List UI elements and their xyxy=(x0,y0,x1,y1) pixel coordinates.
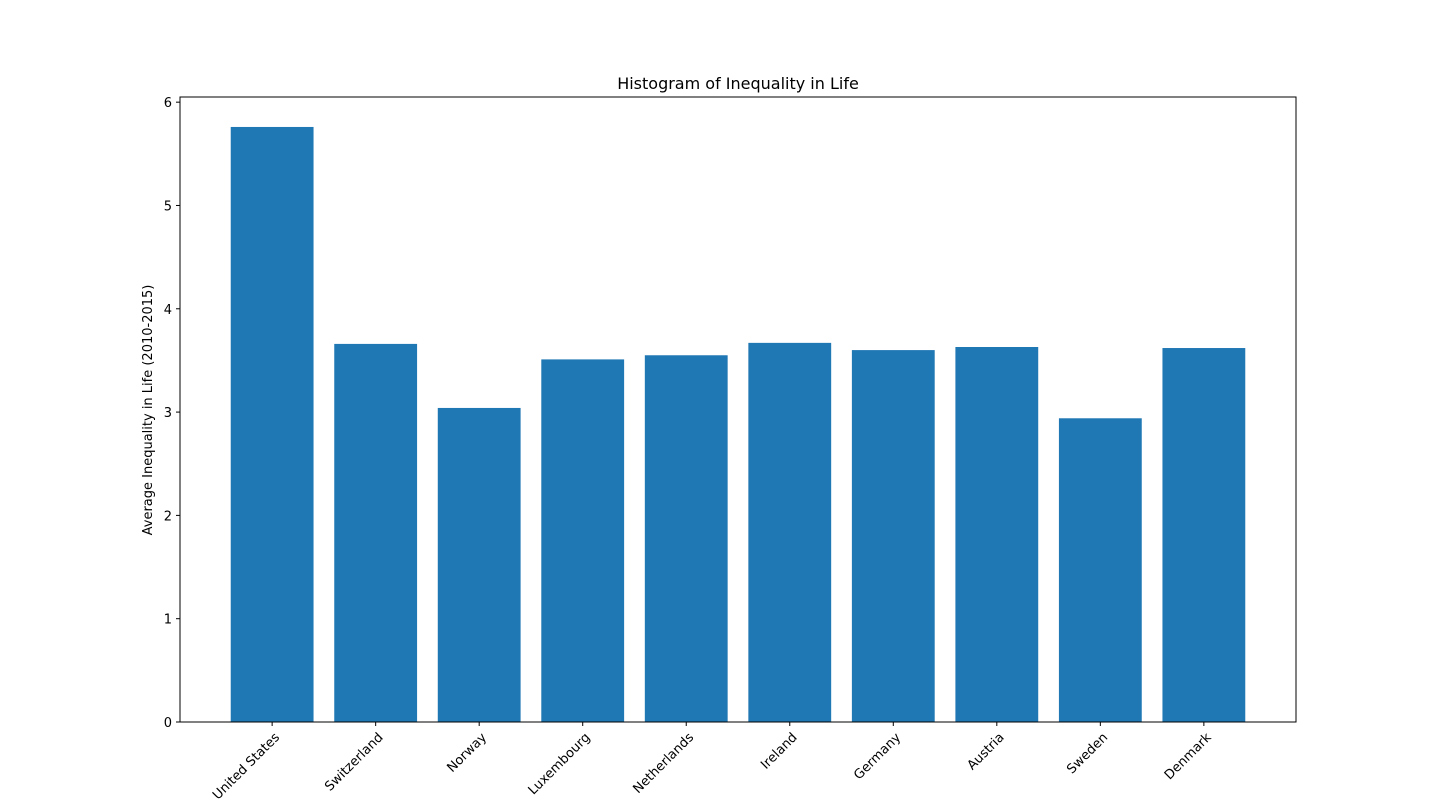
y-tick-label: 4 xyxy=(164,303,172,318)
y-tick-label: 1 xyxy=(164,613,172,628)
bar-germany xyxy=(851,350,935,722)
bar-ireland xyxy=(748,342,832,722)
y-tick-label: 0 xyxy=(164,716,172,731)
plot-area-frame xyxy=(179,96,1297,723)
bar-united-states xyxy=(230,126,314,722)
y-axis-label: Average Inequality in Life (2010-2015) xyxy=(141,285,156,536)
y-tick-label: 3 xyxy=(164,406,172,421)
y-tick-label: 6 xyxy=(164,96,172,111)
chart-title: Histogram of Inequality in Life xyxy=(617,74,859,93)
y-tick-label: 2 xyxy=(164,509,172,524)
bar-sweden xyxy=(1058,418,1142,722)
bar-switzerland xyxy=(334,343,418,722)
bars-group xyxy=(230,126,1246,722)
bar-austria xyxy=(955,347,1039,722)
y-axis: 0 1 2 3 4 5 6 xyxy=(164,96,180,731)
bar-netherlands xyxy=(644,355,728,722)
bar-denmark xyxy=(1162,348,1246,722)
bar-luxembourg xyxy=(541,359,625,722)
y-tick-label: 5 xyxy=(164,199,172,214)
bar-norway xyxy=(437,407,521,722)
